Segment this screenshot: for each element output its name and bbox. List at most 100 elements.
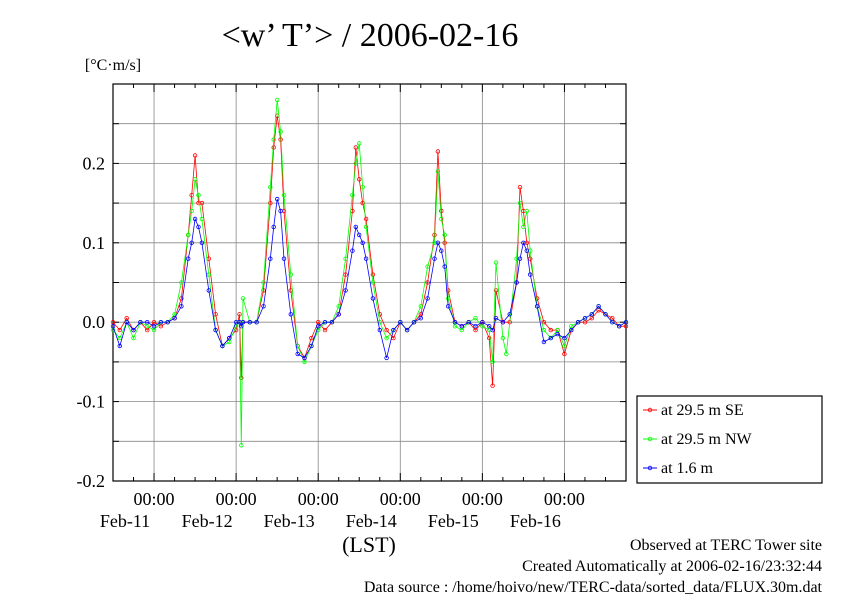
data-point — [490, 327, 495, 333]
data-point — [524, 248, 529, 253]
series-lines — [110, 97, 629, 448]
data-point — [360, 184, 365, 190]
data-point — [363, 216, 369, 222]
data-point — [151, 324, 157, 329]
data-point — [350, 192, 355, 198]
data-point — [384, 335, 389, 341]
x-date-label: Feb-14 — [346, 511, 397, 531]
data-point — [288, 272, 293, 277]
data-point — [473, 316, 478, 321]
data-point — [131, 327, 136, 333]
data-point — [206, 288, 211, 293]
data-point — [271, 145, 276, 150]
data-point — [528, 272, 533, 277]
data-point — [278, 208, 283, 214]
legend-swatch-marker — [647, 436, 653, 442]
data-point — [185, 232, 191, 238]
y-tick-label: -0.1 — [77, 392, 106, 412]
data-point — [268, 200, 273, 206]
data-point — [199, 240, 205, 245]
data-point — [275, 196, 280, 202]
y-tick-label: 0.1 — [83, 233, 106, 253]
data-point — [493, 260, 499, 265]
data-point — [295, 351, 300, 357]
data-point — [322, 327, 328, 333]
data-point — [377, 327, 382, 333]
data-point — [240, 296, 246, 301]
data-point — [582, 320, 588, 325]
x-tick-label: 00:00 — [134, 489, 175, 509]
data-point — [435, 149, 441, 154]
axis-labels: 0.20.10.0-0.1-0.200:00Feb-1100:00Feb-120… — [77, 153, 585, 531]
data-point — [480, 324, 485, 329]
data-point — [281, 192, 287, 198]
data-point — [239, 324, 244, 329]
data-point — [239, 443, 244, 448]
data-point — [411, 320, 417, 325]
data-point — [295, 343, 300, 349]
footer-data-source: Data source : /home/hoivo/new/TERC-data/… — [364, 579, 823, 595]
data-point — [569, 327, 574, 333]
data-point — [404, 327, 410, 333]
data-point — [534, 304, 540, 309]
data-point — [435, 240, 441, 245]
footer-observed: Observed at TERC Tower site — [630, 537, 822, 554]
data-point — [504, 351, 509, 357]
data-point — [370, 296, 376, 301]
data-point — [343, 272, 348, 277]
data-point — [196, 192, 201, 198]
x-date-label: Feb-11 — [100, 511, 150, 531]
data-point — [517, 184, 523, 190]
data-point — [309, 343, 314, 349]
y-tick-label: 0.2 — [83, 153, 106, 173]
data-point — [370, 272, 376, 277]
data-point — [192, 177, 198, 182]
data-point — [309, 335, 314, 341]
data-point — [562, 351, 567, 357]
series-line — [112, 115, 626, 386]
data-point — [596, 304, 601, 309]
data-point — [302, 359, 307, 365]
data-point — [271, 224, 276, 230]
data-point — [316, 324, 321, 329]
data-point — [239, 375, 244, 380]
data-point — [158, 324, 164, 329]
data-point — [418, 316, 423, 321]
data-point — [336, 304, 341, 309]
data-point — [466, 320, 471, 325]
legend-label: at 1.6 m — [661, 460, 714, 477]
data-point — [360, 240, 365, 245]
data-point — [432, 256, 437, 261]
data-point — [275, 97, 280, 103]
data-point — [487, 335, 492, 341]
data-point — [603, 312, 608, 317]
x-tick-label: 00:00 — [298, 489, 339, 509]
data-point — [189, 240, 194, 245]
data-point — [377, 312, 382, 317]
data-point — [439, 216, 444, 222]
data-point — [439, 248, 444, 253]
data-point — [117, 327, 122, 333]
legend-swatch-marker — [647, 465, 653, 471]
data-point — [353, 224, 358, 230]
data-point — [179, 280, 184, 285]
data-point — [425, 264, 430, 269]
data-point — [541, 339, 547, 345]
legend-swatch-marker — [647, 407, 653, 413]
series-line — [112, 99, 627, 446]
legend: at 29.5 m SE at 29.5 m NW at 1.6 m — [636, 395, 823, 484]
data-point — [278, 129, 283, 134]
series-2 — [110, 97, 629, 448]
data-point — [189, 208, 194, 214]
data-point — [517, 200, 523, 206]
data-point — [172, 316, 177, 321]
data-point — [288, 312, 293, 317]
data-point — [110, 324, 116, 329]
data-point — [446, 304, 451, 309]
data-point — [582, 316, 588, 321]
data-point — [562, 343, 567, 349]
y-tick-label: -0.2 — [77, 471, 106, 491]
data-point — [213, 327, 218, 333]
series-1 — [110, 113, 629, 388]
